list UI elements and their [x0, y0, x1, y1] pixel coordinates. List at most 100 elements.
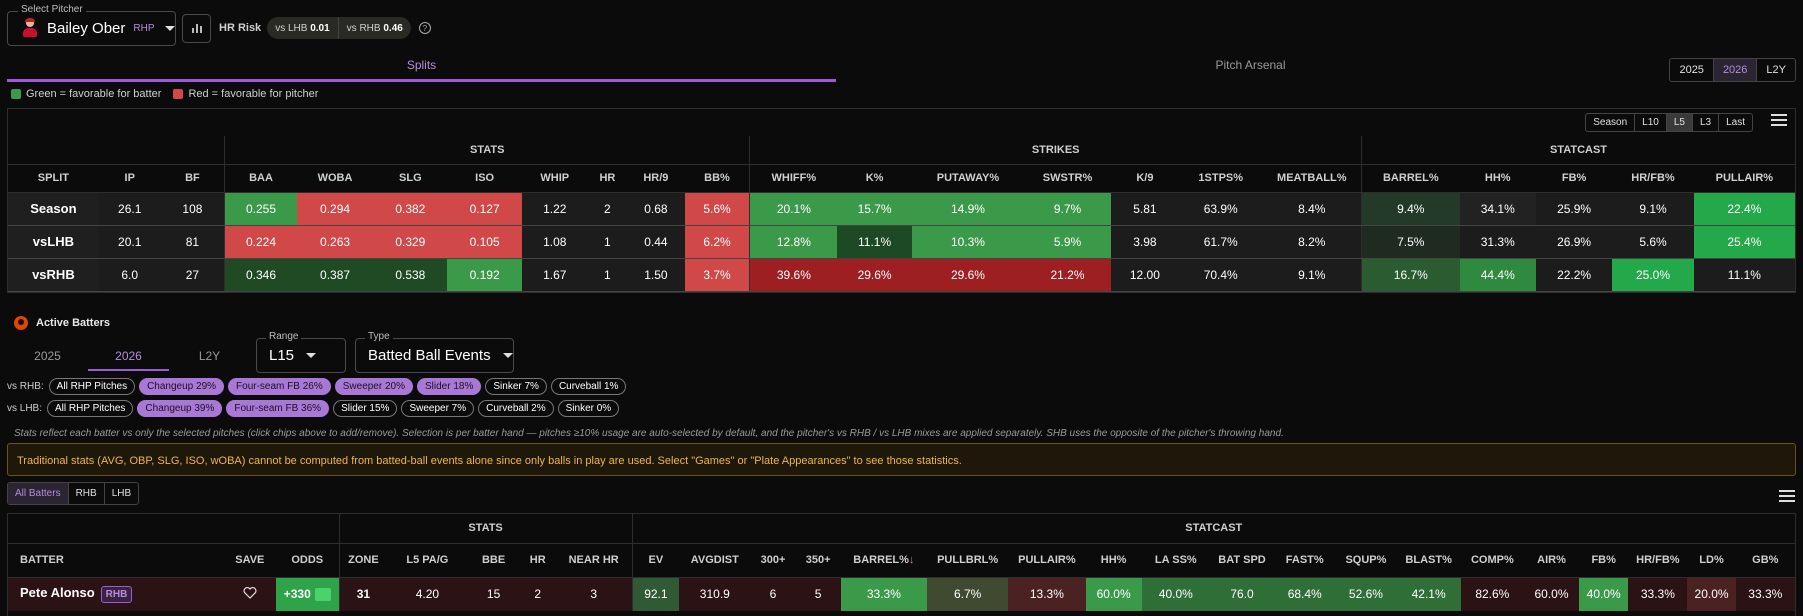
help-icon[interactable]: ? [418, 22, 431, 34]
col-split[interactable]: SPLIT [8, 164, 99, 193]
odds-cell[interactable]: +330 [275, 577, 340, 611]
filter-lhb[interactable]: LHB [103, 483, 138, 504]
batter-name[interactable]: Pete Alonso [20, 585, 95, 601]
range-option-l5[interactable]: L5 [1665, 114, 1692, 131]
pitch-chip-curveball-1[interactable]: Curveball 1% [550, 378, 627, 395]
col-fast[interactable]: FAST% [1274, 543, 1336, 578]
filter-all-batters[interactable]: All Batters [8, 483, 68, 504]
col-hr[interactable]: HR [519, 543, 556, 578]
range-option-l3[interactable]: L3 [1691, 114, 1718, 131]
batter-year-tab-l2y[interactable]: L2Y [198, 349, 221, 363]
type-select[interactable]: Type Batted Ball Events [355, 331, 514, 373]
col-swstr[interactable]: SWSTR% [1024, 164, 1111, 193]
col-comp[interactable]: COMP% [1460, 543, 1524, 578]
col-meatball[interactable]: MEATBALL% [1262, 164, 1362, 193]
range-option-l10[interactable]: L10 [1634, 114, 1666, 131]
col-pullbrl[interactable]: PULLBRL% [927, 543, 1009, 578]
settings-sliders-icon[interactable] [1771, 114, 1787, 128]
range-option-season[interactable]: Season [1593, 117, 1628, 128]
pitch-chip-sinker-0[interactable]: Sinker 0% [557, 400, 620, 417]
col-fb[interactable]: FB% [1579, 543, 1629, 578]
pitch-chip-all-rhp-pitches[interactable]: All RHP Pitches [48, 378, 136, 395]
col-hh[interactable]: HH% [1085, 543, 1142, 578]
col-k[interactable]: K% [837, 164, 912, 193]
col-300[interactable]: 300+ [750, 543, 796, 578]
pitch-chip-slider-18[interactable]: Slider 18% [417, 378, 482, 395]
col-iso[interactable]: ISO [447, 164, 522, 193]
col-ip[interactable]: IP [98, 164, 161, 193]
col-bb[interactable]: BB% [684, 164, 750, 193]
col-save[interactable]: SAVE [223, 543, 276, 578]
col-350[interactable]: 350+ [795, 543, 841, 578]
col-baa[interactable]: BAA [224, 164, 297, 193]
pitch-chip-four-seam-fb-26[interactable]: Four-seam FB 26% [228, 378, 331, 395]
col-slg[interactable]: SLG [373, 164, 448, 193]
split-cell: 27 [160, 258, 225, 292]
pitch-chip-changeup-39[interactable]: Changeup 39% [137, 400, 223, 417]
col-l5-pa-g[interactable]: L5 PA/G [387, 543, 468, 578]
col-woba[interactable]: WOBA [296, 164, 374, 193]
col-gb[interactable]: GB% [1735, 543, 1795, 578]
col-blast[interactable]: BLAST% [1396, 543, 1461, 578]
pitch-chip-four-seam-fb-36[interactable]: Four-seam FB 36% [226, 400, 330, 417]
split-cell: 61.7% [1178, 225, 1263, 259]
col-whiff[interactable]: WHIFF% [749, 164, 838, 193]
col-batter[interactable]: BATTER [8, 543, 224, 578]
col-label: FB% [1591, 554, 1616, 566]
heart-icon[interactable] [243, 586, 257, 599]
col-hr-fb[interactable]: HR/FB% [1612, 164, 1694, 193]
bar-chart-button[interactable] [182, 13, 211, 43]
green-swatch [11, 89, 21, 99]
col-bf[interactable]: BF [160, 164, 225, 193]
col-k-9[interactable]: K/9 [1110, 164, 1179, 193]
col-bbe[interactable]: BBE [467, 543, 520, 578]
batter-hand-filter: All Batters RHB LHB [7, 482, 140, 505]
batter-year-tab-2026[interactable]: 2026 [88, 345, 169, 371]
col-barrel[interactable]: BARREL% [1361, 164, 1460, 193]
year-option-2025[interactable]: 2025 [1679, 64, 1704, 76]
range-select[interactable]: Range L15 [256, 331, 346, 373]
col-avgdist[interactable]: AVGDIST [679, 543, 751, 578]
sort-desc-icon[interactable]: ↓ [908, 554, 915, 566]
col-air[interactable]: AIR% [1523, 543, 1580, 578]
orioles-logo-icon [14, 316, 28, 330]
col-near-hr[interactable]: NEAR HR [555, 543, 633, 578]
col-pullair[interactable]: PULLAIR% [1693, 164, 1795, 193]
col-whip[interactable]: WHIP [521, 164, 588, 193]
tab-splits[interactable]: Splits [7, 58, 836, 82]
col-1stps[interactable]: 1STPS% [1178, 164, 1263, 193]
pitch-chip-slider-15[interactable]: Slider 15% [333, 400, 398, 417]
col-hh[interactable]: HH% [1459, 164, 1536, 193]
year-option-l2y[interactable]: L2Y [1756, 59, 1795, 81]
col-la-ss[interactable]: LA SS% [1141, 543, 1210, 578]
col-hr-fb[interactable]: HR/FB% [1628, 543, 1688, 578]
batter-stat-cell: 33.3% [1735, 577, 1795, 611]
pitch-chip-sweeper-20[interactable]: Sweeper 20% [334, 378, 413, 395]
batter-year-tabs: 2025 2026 L2Y [7, 345, 250, 371]
range-option-last[interactable]: Last [1718, 114, 1752, 131]
col-odds[interactable]: ODDS [275, 543, 340, 578]
pitch-chip-changeup-29[interactable]: Changeup 29% [139, 378, 225, 395]
col-fb[interactable]: FB% [1535, 164, 1613, 193]
pitch-chip-sweeper-7[interactable]: Sweeper 7% [401, 400, 475, 417]
col-pullair[interactable]: PULLAIR% [1008, 543, 1086, 578]
col-ev[interactable]: EV [631, 543, 680, 578]
pitch-chip-curveball-2[interactable]: Curveball 2% [478, 400, 554, 417]
year-option-2026[interactable]: 2026 [1712, 59, 1757, 81]
col-zone[interactable]: ZONE [338, 543, 388, 578]
col-ld[interactable]: LD% [1687, 543, 1736, 578]
col-bat-spd[interactable]: BAT SPD [1209, 543, 1275, 578]
tab-pitch-arsenal[interactable]: Pitch Arsenal [1215, 58, 1286, 72]
pitch-chip-sinker-7[interactable]: Sinker 7% [485, 378, 547, 395]
settings-sliders-icon[interactable] [1779, 490, 1795, 504]
col-hr[interactable]: HR [587, 164, 627, 193]
filter-rhb[interactable]: RHB [67, 483, 104, 504]
batter-name-cell[interactable]: Pete Alonso RHB [8, 577, 224, 611]
col-barrel[interactable]: BARREL%↓ [840, 543, 927, 578]
col-putaway[interactable]: PUTAWAY% [911, 164, 1025, 193]
pitch-chip-all-rhp-pitches[interactable]: All RHP Pitches [47, 400, 134, 417]
pitcher-select[interactable]: Select Pitcher Bailey Ober RHP [7, 3, 176, 46]
col-squp[interactable]: SQUP% [1335, 543, 1397, 578]
col-hr-9[interactable]: HR/9 [627, 164, 685, 193]
batter-year-tab-2025[interactable]: 2025 [34, 349, 61, 363]
